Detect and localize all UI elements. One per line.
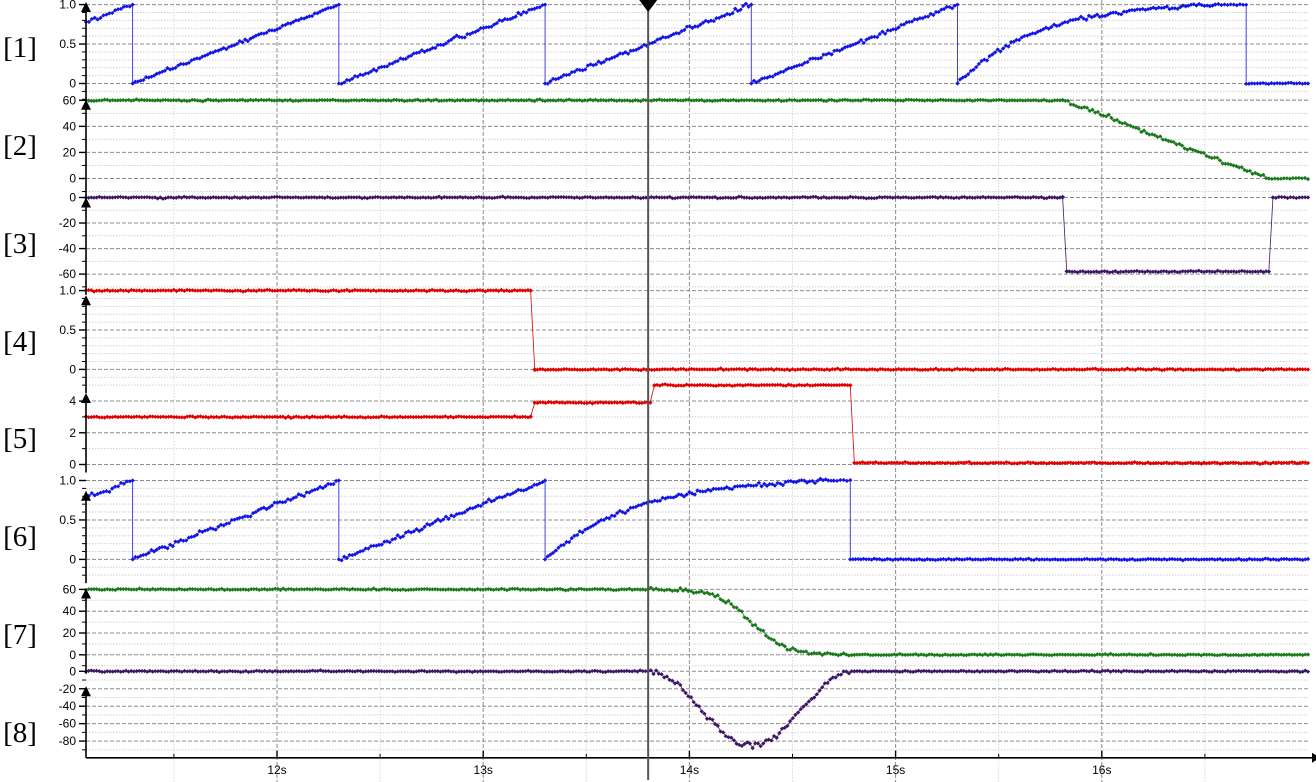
svg-text:1.0: 1.0 bbox=[59, 284, 76, 298]
svg-text:-60: -60 bbox=[59, 267, 77, 281]
svg-text:-60: -60 bbox=[59, 717, 77, 731]
svg-text:16s: 16s bbox=[1092, 763, 1111, 777]
svg-text:1.0: 1.0 bbox=[59, 0, 76, 12]
svg-text:0.5: 0.5 bbox=[59, 323, 76, 337]
svg-text:0: 0 bbox=[69, 552, 76, 566]
svg-text:13s: 13s bbox=[474, 763, 493, 777]
svg-text:0.5: 0.5 bbox=[59, 513, 76, 527]
svg-text:0: 0 bbox=[69, 458, 76, 472]
svg-text:0.5: 0.5 bbox=[59, 37, 76, 51]
svg-text:40: 40 bbox=[63, 604, 77, 618]
svg-text:20: 20 bbox=[63, 626, 77, 640]
svg-text:-40: -40 bbox=[59, 699, 77, 713]
svg-text:-20: -20 bbox=[59, 682, 77, 696]
svg-text:2: 2 bbox=[69, 426, 76, 440]
svg-text:0: 0 bbox=[69, 362, 76, 376]
svg-text:20: 20 bbox=[63, 145, 77, 159]
svg-text:0: 0 bbox=[69, 648, 76, 662]
svg-text:60: 60 bbox=[63, 582, 77, 596]
svg-text:-20: -20 bbox=[59, 216, 77, 230]
svg-text:4: 4 bbox=[69, 394, 76, 408]
svg-text:-80: -80 bbox=[59, 734, 77, 748]
svg-text:40: 40 bbox=[63, 119, 77, 133]
svg-text:1.0: 1.0 bbox=[59, 474, 76, 488]
svg-text:0: 0 bbox=[69, 664, 76, 678]
svg-text:0: 0 bbox=[69, 172, 76, 186]
svg-text:12s: 12s bbox=[267, 763, 286, 777]
svg-text:-40: -40 bbox=[59, 242, 77, 256]
svg-text:60: 60 bbox=[63, 93, 77, 107]
svg-text:15s: 15s bbox=[886, 763, 905, 777]
svg-text:0: 0 bbox=[69, 191, 76, 205]
svg-text:0: 0 bbox=[69, 77, 76, 91]
svg-text:14s: 14s bbox=[680, 763, 699, 777]
